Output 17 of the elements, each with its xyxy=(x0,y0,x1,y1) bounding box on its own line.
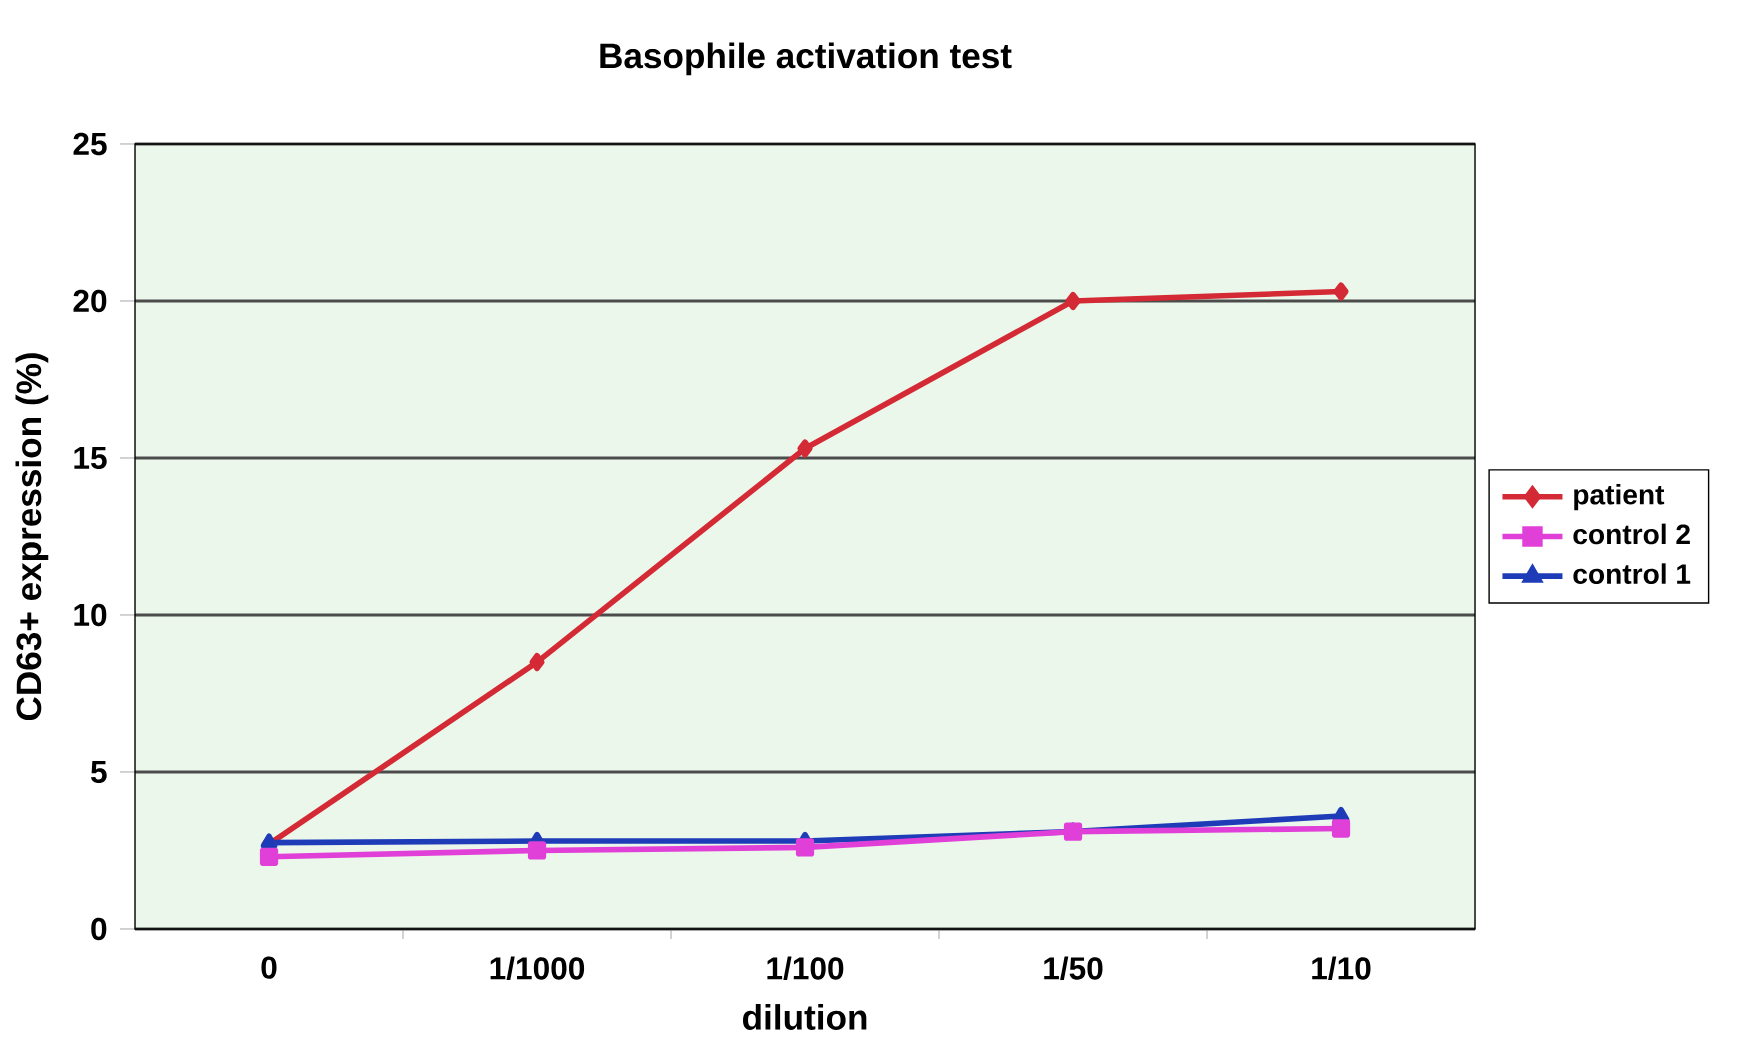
y-tick-label: 20 xyxy=(73,289,107,313)
y-tick-label: 15 xyxy=(74,447,107,470)
x-tick-label: 1/1000 xyxy=(490,956,585,981)
legend-label: control 2 xyxy=(1573,523,1690,545)
x-tick-label: 1/10 xyxy=(1312,956,1371,981)
x-axis-title: dilution xyxy=(743,1004,867,1031)
chart-title: Basophile activation test xyxy=(600,42,1012,76)
legend-label: control 1 xyxy=(1573,563,1691,585)
y-axis-title: CD63+ expression (%) xyxy=(15,353,49,721)
y-tick-label: 25 xyxy=(73,132,107,156)
y-tick-label: 10 xyxy=(74,603,107,627)
x-tick-label: 0 xyxy=(261,956,277,979)
y-tick-label: 0 xyxy=(91,917,107,941)
x-tick-label: 1/100 xyxy=(767,956,844,981)
legend-label: patient xyxy=(1574,484,1665,511)
y-tick-label: 5 xyxy=(91,761,107,784)
x-tick-label: 1/50 xyxy=(1044,956,1103,981)
